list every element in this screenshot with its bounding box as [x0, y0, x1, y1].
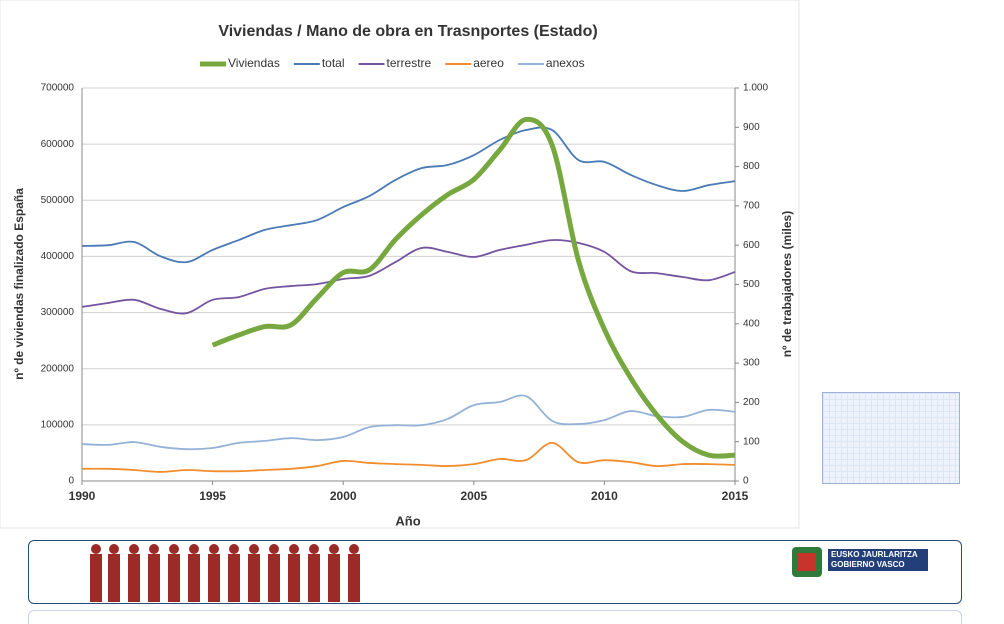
- y2-tick-label: 900: [743, 122, 760, 133]
- y-tick-label: 700000: [41, 83, 75, 94]
- logo-line: EUSKO JAURLARITZA: [831, 550, 925, 560]
- y2-tick-label: 100: [743, 436, 760, 447]
- chart-title: Viviendas / Mano de obra en Trasnportes …: [218, 23, 597, 40]
- y2-tick-label: 200: [743, 397, 760, 408]
- x-tick-label: 2000: [330, 489, 357, 503]
- chart-frame: [0, 0, 799, 528]
- legend-label: total: [322, 56, 345, 70]
- y-tick-label: 0: [68, 476, 74, 487]
- x-tick-label: 1990: [69, 489, 96, 503]
- legend-label: terrestre: [387, 56, 432, 70]
- chart: Viviendas / Mano de obra en Trasnportes …: [0, 0, 800, 530]
- y2-tick-label: 600: [743, 240, 760, 251]
- y2-tick-label: 700: [743, 201, 760, 212]
- y-tick-label: 400000: [41, 251, 75, 262]
- y-tick-label: 500000: [41, 195, 75, 206]
- legend-label: anexos: [546, 56, 585, 70]
- y-tick-label: 100000: [41, 419, 75, 430]
- legend-label: Viviendas: [228, 56, 280, 70]
- y2-tick-label: 400: [743, 318, 760, 329]
- x-tick-label: 2010: [591, 489, 618, 503]
- side-label: [822, 392, 960, 484]
- legend-label: aereo: [473, 56, 504, 70]
- y-tick-label: 600000: [41, 139, 75, 150]
- y-axis-label: nº de viviendas finalizado España: [12, 188, 26, 380]
- y2-tick-label: 800: [743, 161, 760, 172]
- x-tick-label: 1995: [199, 489, 226, 503]
- x-tick-label: 2005: [460, 489, 487, 503]
- y-tick-label: 300000: [41, 307, 75, 318]
- y2-tick-label: 500: [743, 279, 760, 290]
- x-tick-label: 2015: [722, 489, 749, 503]
- logo-emblem: [790, 545, 824, 579]
- silhouettes: [84, 541, 384, 603]
- page: {"chart_data": {"type": "line", "title":…: [0, 0, 1004, 624]
- logo-line: GOBIERNO VASCO: [831, 560, 925, 570]
- y2-axis-label: nº de trabajadores (miles): [780, 211, 794, 357]
- y-tick-label: 200000: [41, 363, 75, 374]
- logo-text: EUSKO JAURLARITZA GOBIERNO VASCO: [828, 549, 928, 571]
- footer-bar: [28, 610, 962, 624]
- y2-tick-label: 1.000: [743, 83, 768, 94]
- x-axis-label: Año: [395, 513, 420, 528]
- y2-tick-label: 0: [743, 476, 749, 487]
- y2-tick-label: 300: [743, 358, 760, 369]
